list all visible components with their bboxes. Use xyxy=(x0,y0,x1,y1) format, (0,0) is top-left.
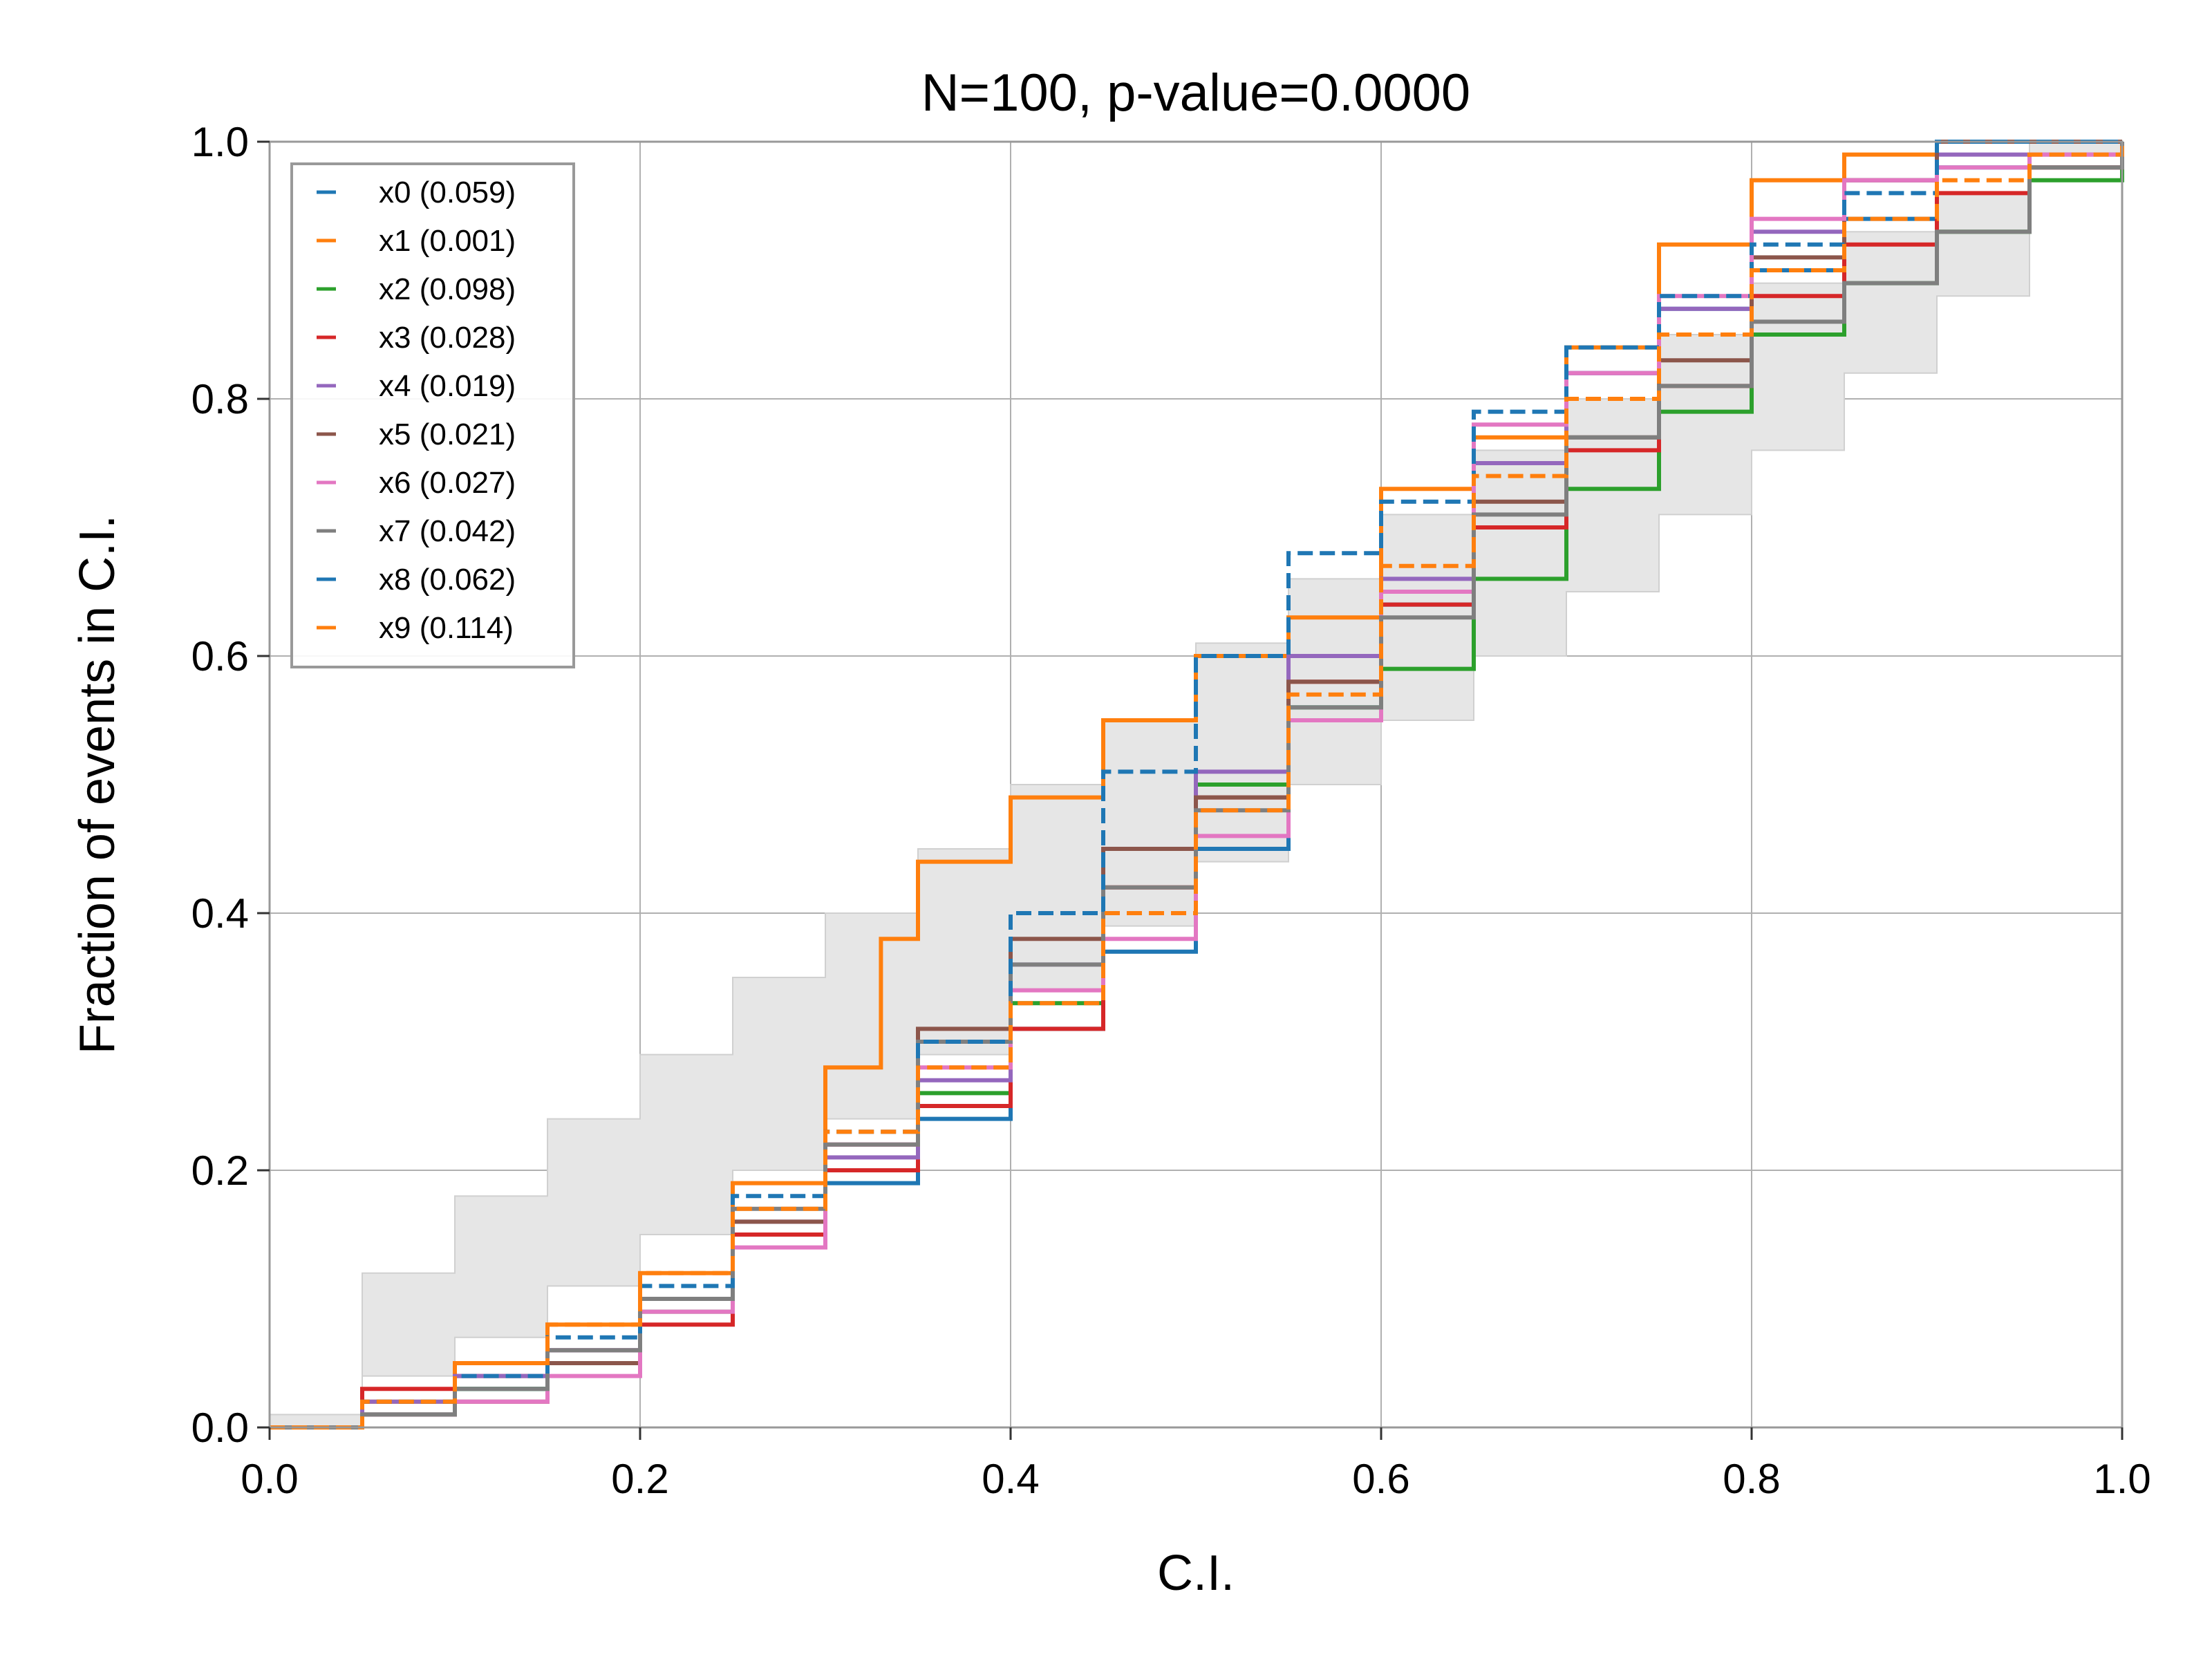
series-line-x8 xyxy=(270,140,2122,1430)
chart-title: N=100, p-value=0.0000 xyxy=(921,64,1470,122)
legend-box xyxy=(290,162,575,668)
legend-label-x6: x6 (0.027) xyxy=(379,466,516,500)
legend-label-x0: x0 (0.059) xyxy=(379,176,516,209)
legend-label-x4: x4 (0.019) xyxy=(379,369,516,403)
legend-label-x9: x9 (0.114) xyxy=(379,611,514,645)
legend-label-x8: x8 (0.062) xyxy=(379,563,516,597)
y-tick-label-5: 1.0 xyxy=(191,119,249,165)
y-tick-label-3: 0.6 xyxy=(191,633,249,679)
series-line-x9 xyxy=(270,142,2124,1430)
series-line-x5 xyxy=(270,140,2122,1430)
plot-frame xyxy=(268,140,2124,1429)
x-axis-label: C.I. xyxy=(1157,1546,1235,1601)
y-tick-label-0: 0.0 xyxy=(191,1405,249,1451)
legend-label-x7: x7 (0.042) xyxy=(379,514,516,548)
legend-label-x5: x5 (0.021) xyxy=(379,418,516,451)
legend-label-x3: x3 (0.028) xyxy=(379,321,516,355)
y-tick-label-2: 0.4 xyxy=(191,890,249,937)
y-axis-label: Fraction of events in C.I. xyxy=(70,515,125,1054)
legend-label-x1: x1 (0.001) xyxy=(379,224,516,258)
series-line-x7 xyxy=(270,142,2124,1430)
x-tick-label-2: 0.4 xyxy=(982,1456,1039,1502)
x-tick-label-0: 0.0 xyxy=(241,1456,298,1502)
legend: x0 (0.059) x1 (0.001) x2 (0.098) x3 (0.028)… xyxy=(290,162,575,668)
x-tick-label-4: 0.8 xyxy=(1723,1456,1780,1502)
legend-label-x2: x2 (0.098) xyxy=(379,272,516,306)
x-tick-label-1: 0.2 xyxy=(611,1456,668,1502)
x-tick-label-5: 1.0 xyxy=(2093,1456,2150,1502)
x-tick-label-3: 0.6 xyxy=(1352,1456,1409,1502)
series-lines xyxy=(270,140,2124,1430)
axis-ticks: 0.0 0.2 0.4 0.6 0.8 1.0 0.0 0.2 0.4 0.6 0.8 1.0 xyxy=(191,119,2151,1502)
y-tick-label-4: 0.8 xyxy=(191,376,249,422)
y-tick-label-1: 0.2 xyxy=(191,1147,249,1194)
